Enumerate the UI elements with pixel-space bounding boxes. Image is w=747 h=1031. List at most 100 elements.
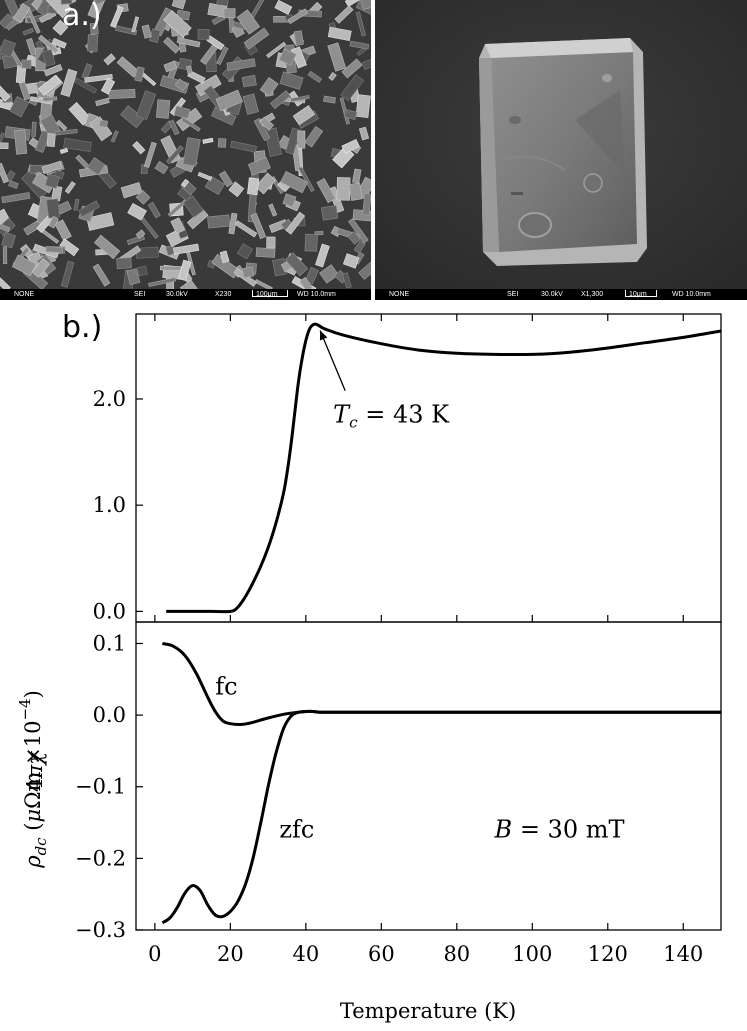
crystallite	[103, 53, 116, 66]
crystallite	[340, 74, 365, 102]
crystallite	[223, 8, 236, 19]
crystallite	[48, 215, 59, 229]
crystallite	[282, 193, 297, 208]
crystallite	[114, 25, 138, 36]
crystallite	[336, 177, 351, 201]
crystallite	[120, 182, 143, 199]
crystallite	[348, 182, 363, 201]
x-tick-label: 60	[368, 942, 395, 966]
crystallite	[174, 78, 188, 92]
crystallite	[54, 219, 72, 241]
crystallite	[255, 247, 276, 258]
crystallite	[280, 170, 308, 194]
crystallite	[54, 128, 78, 136]
y-tick-label: 2.0	[93, 387, 126, 411]
crystallite	[171, 0, 187, 10]
resistivity-curve	[166, 322, 722, 614]
crystallite	[94, 234, 121, 260]
crystallite	[327, 42, 347, 72]
crystallite	[259, 77, 279, 97]
crystallite	[140, 217, 159, 240]
crystallite	[1, 232, 16, 249]
crystallite	[266, 236, 276, 249]
crystallite	[60, 0, 73, 5]
crystallite	[274, 0, 293, 15]
crystallite	[180, 178, 190, 188]
sem-image-single-crystal: NONE SEI 30.0kV X1,300 10μm WD 10.0mm	[375, 0, 747, 300]
crystallite	[218, 170, 233, 188]
crystallite	[321, 205, 339, 221]
crystallite	[166, 145, 184, 165]
crystallite	[285, 127, 301, 155]
crystallite	[341, 138, 360, 154]
x-tick-label: 0	[148, 942, 161, 966]
crystallite	[143, 141, 157, 168]
crystallite	[298, 166, 315, 192]
crystallite	[51, 37, 67, 49]
crystallite	[30, 96, 53, 105]
crystallite	[163, 10, 192, 38]
crystallite	[168, 119, 180, 136]
crystallite	[182, 195, 204, 218]
crystallite	[207, 214, 231, 229]
crystallite	[64, 181, 76, 194]
resistivity-y-axis-label: ρdc (μΩm ×10−4)	[16, 690, 50, 869]
crystallite	[26, 37, 38, 57]
crystallite	[2, 246, 8, 265]
crystallite	[141, 24, 152, 39]
crystallite	[37, 34, 59, 54]
crystallite	[254, 279, 273, 289]
crystallite	[241, 266, 255, 279]
fc-label: fc	[215, 672, 237, 700]
crystallite	[155, 99, 171, 119]
crystallite	[127, 202, 147, 221]
crystallite	[247, 156, 271, 176]
crystallite	[226, 58, 256, 71]
crystallite	[355, 11, 366, 37]
crystallite	[13, 3, 31, 24]
crystallite	[270, 90, 291, 110]
tc-annotation-arrowhead	[319, 330, 328, 341]
sem-signal-label: NONE	[389, 291, 410, 298]
crystallite	[135, 90, 157, 120]
crystallite	[344, 0, 360, 7]
crystallite	[278, 48, 297, 66]
crystallite	[266, 41, 287, 59]
crystallite	[287, 8, 309, 25]
crystallite	[11, 254, 37, 277]
single-crystal-image	[375, 0, 747, 289]
crystallite	[0, 162, 9, 184]
crystallite	[202, 137, 214, 144]
sem-info-bar-left: NONE SEI 30.0kV X230 100μm WD 10.0mm	[0, 289, 371, 300]
crystallite	[349, 40, 370, 50]
x-tick-label: 140	[663, 942, 703, 966]
crystallite	[87, 0, 107, 20]
crystallite	[204, 175, 226, 196]
crystallite	[9, 96, 30, 118]
crystallite	[316, 178, 336, 204]
crystallite	[217, 138, 227, 148]
crystallite	[254, 172, 277, 195]
crystallite	[38, 74, 62, 96]
crystallite	[176, 37, 201, 48]
susceptibility-y-axis-label: 4πχ	[23, 751, 47, 792]
crystallite	[89, 22, 99, 35]
y-tick-label: 0.0	[93, 599, 126, 623]
crystallite	[361, 57, 371, 70]
x-axis-label: Temperature (K)	[340, 999, 516, 1023]
sem-scale-bar	[625, 290, 657, 297]
crystallite	[242, 93, 259, 115]
tc-annotation-label: Tc = 43 K	[333, 401, 450, 432]
crystallite	[116, 257, 132, 270]
crystallite	[319, 264, 339, 284]
crystallite	[0, 13, 15, 29]
crystallite	[0, 142, 9, 150]
susceptibility-plot-frame	[135, 621, 722, 931]
crystallite	[92, 263, 111, 287]
crystallite	[285, 211, 306, 235]
crystallite	[352, 168, 362, 184]
zfc-curve	[161, 709, 721, 925]
crystallite	[1, 192, 31, 204]
y-tick-label: −0.2	[75, 846, 126, 870]
sem-voltage-label: 30.0kV	[541, 291, 563, 298]
